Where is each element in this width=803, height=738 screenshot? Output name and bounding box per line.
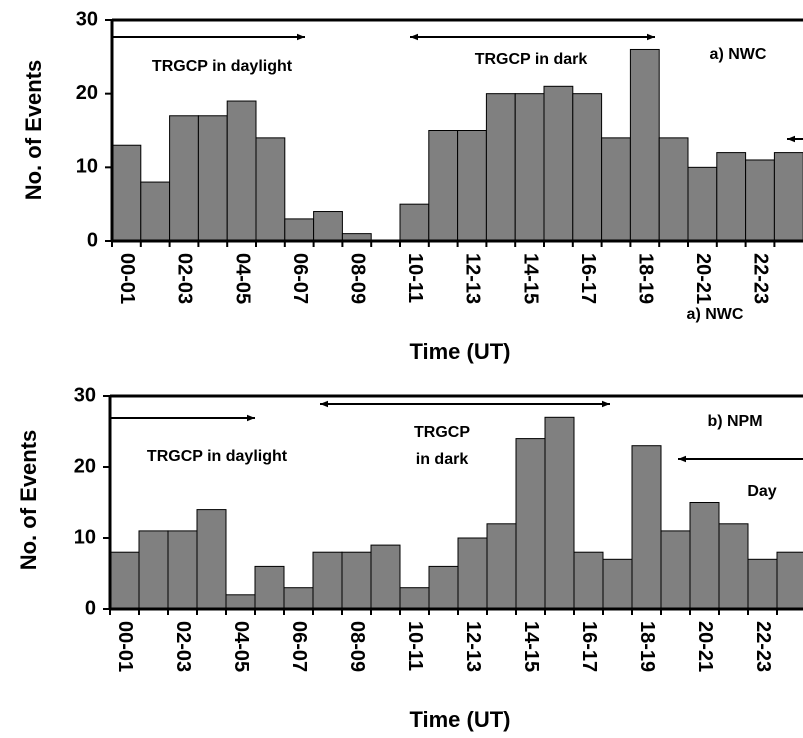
x-tick-label: 16-17 bbox=[578, 621, 600, 672]
bar bbox=[629, 48, 660, 242]
bar bbox=[196, 509, 227, 610]
bar bbox=[140, 181, 171, 242]
bar bbox=[658, 137, 689, 242]
y-tick-label: 20 bbox=[74, 455, 96, 477]
bar bbox=[747, 558, 778, 610]
annotation: TRGCP bbox=[414, 424, 470, 441]
bar bbox=[687, 166, 718, 242]
bar bbox=[718, 523, 749, 610]
bar bbox=[225, 594, 256, 610]
bar bbox=[660, 530, 691, 610]
y-tick-label: 10 bbox=[74, 526, 96, 548]
bar bbox=[313, 211, 343, 242]
x-tick-label: 20-21 bbox=[692, 253, 714, 304]
bar bbox=[109, 551, 140, 610]
x-tick-label: 06-07 bbox=[288, 621, 310, 672]
bar bbox=[601, 137, 631, 242]
bar bbox=[745, 159, 775, 242]
x-tick-label: 18-19 bbox=[636, 621, 658, 672]
x-tick-label: 22-23 bbox=[750, 253, 772, 304]
x-tick-label: 00-01 bbox=[114, 621, 136, 672]
bar bbox=[544, 416, 575, 610]
x-tick-label: 12-13 bbox=[462, 621, 484, 672]
bar bbox=[515, 438, 546, 610]
annotation: b) NPM bbox=[707, 413, 762, 430]
bar bbox=[486, 523, 517, 610]
x-tick-label: 08-09 bbox=[347, 253, 369, 304]
y-tick-label: 20 bbox=[76, 82, 98, 104]
bar bbox=[255, 137, 286, 242]
x-tick-label: 20-21 bbox=[694, 621, 716, 672]
y-tick-label: 0 bbox=[87, 229, 98, 251]
bar bbox=[312, 551, 343, 610]
bar bbox=[428, 130, 459, 242]
bar bbox=[543, 85, 574, 242]
bar bbox=[283, 587, 314, 610]
y-tick-label: 30 bbox=[76, 8, 98, 30]
bar bbox=[399, 203, 430, 242]
x-tick-label: 04-05 bbox=[231, 253, 253, 304]
x-tick-label: 12-13 bbox=[462, 253, 484, 304]
y-tick-label: 10 bbox=[76, 156, 98, 178]
x-tick-label: 02-03 bbox=[174, 253, 196, 304]
x-tick-label: 02-03 bbox=[172, 621, 194, 672]
x-tick-label: 10-11 bbox=[404, 253, 426, 303]
annotation: a) NWC bbox=[710, 46, 767, 63]
annotation: Day bbox=[747, 483, 776, 500]
x-tick-label: 18-19 bbox=[635, 253, 657, 304]
x-tick-label: 04-05 bbox=[230, 621, 252, 672]
bar bbox=[631, 445, 662, 610]
y-tick-label: 0 bbox=[85, 597, 96, 619]
y-axis-title: No. of Events bbox=[16, 430, 41, 571]
annotation: TRGCP in daylight bbox=[147, 448, 288, 465]
bar bbox=[716, 152, 747, 242]
annotation: in dark bbox=[416, 451, 469, 468]
bar bbox=[602, 558, 633, 610]
bar bbox=[370, 544, 401, 610]
y-axis-title: No. of Events bbox=[21, 60, 46, 201]
bar bbox=[254, 565, 285, 610]
bar bbox=[457, 130, 487, 242]
x-tick-label: 00-01 bbox=[116, 253, 138, 304]
bar bbox=[773, 152, 803, 242]
bar bbox=[111, 144, 142, 242]
x-tick-label: 22-23 bbox=[752, 621, 774, 672]
bar bbox=[572, 93, 603, 242]
x-tick-label: 14-15 bbox=[519, 253, 541, 304]
bar bbox=[514, 93, 545, 242]
x-tick-label: 16-17 bbox=[577, 253, 599, 304]
x-tick-label: 08-09 bbox=[346, 621, 368, 672]
x-tick-label: 14-15 bbox=[520, 621, 542, 672]
bar bbox=[689, 502, 720, 610]
annotation: a) NWC bbox=[687, 306, 744, 323]
bar bbox=[457, 537, 488, 610]
annotation: TRGCP in daylight bbox=[152, 58, 293, 75]
bar bbox=[428, 565, 459, 610]
bar bbox=[284, 218, 315, 242]
x-axis-title: Time (UT) bbox=[409, 707, 510, 732]
bar bbox=[341, 551, 372, 610]
x-tick-label: 06-07 bbox=[289, 253, 311, 304]
annotation: TRGCP in dark bbox=[475, 51, 588, 68]
bar bbox=[776, 551, 803, 610]
bar bbox=[167, 530, 198, 610]
bar bbox=[399, 587, 430, 610]
bar bbox=[485, 93, 516, 242]
bar bbox=[169, 115, 199, 242]
y-tick-label: 30 bbox=[74, 384, 96, 406]
bar bbox=[197, 115, 228, 242]
bar bbox=[226, 100, 257, 242]
x-tick-label: 10-11 bbox=[404, 621, 426, 671]
x-axis-title: Time (UT) bbox=[409, 339, 510, 364]
bar bbox=[573, 551, 604, 610]
bar bbox=[138, 530, 169, 610]
